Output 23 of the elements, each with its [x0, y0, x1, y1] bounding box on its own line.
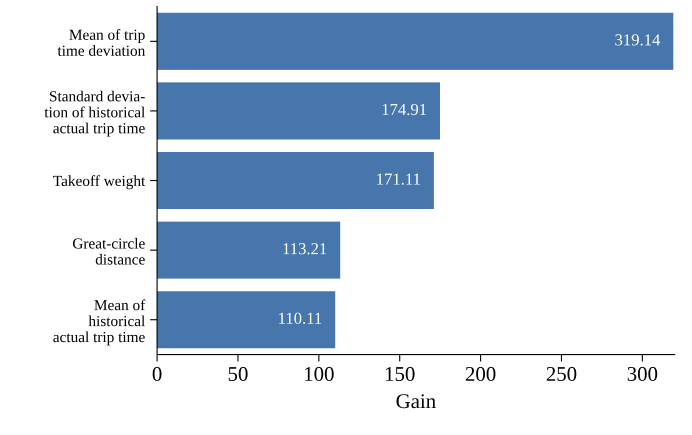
y-tick-label: Mean of historical actual trip time: [53, 299, 146, 346]
x-tick-label: 50: [228, 366, 248, 381]
data-label: 110.11: [279, 312, 322, 324]
bar: [157, 12, 674, 70]
x-tick-label: 0: [152, 366, 162, 381]
x-tick-label: 150: [386, 366, 415, 381]
y-tick-label: Mean of trip time deviation: [58, 29, 146, 56]
y-tick-label: Takeoff weight: [53, 175, 146, 190]
bar: [157, 291, 336, 348]
x-tick-label: 300: [628, 366, 658, 381]
y-tick-label: Great-circle distance: [72, 238, 145, 265]
data-label: 113.21: [284, 243, 326, 254]
bar: [157, 82, 440, 140]
x-tick-label: 200: [466, 366, 496, 381]
x-tick-label: 100: [305, 366, 334, 381]
y-tick-label: Standard devia- tion of historical actual trip time: [44, 90, 145, 137]
bar: [157, 152, 434, 210]
data-label: 171.11: [377, 174, 420, 185]
x-axis-title: Gain: [396, 394, 436, 408]
data-label: 319.14: [615, 34, 660, 46]
bar: [157, 222, 340, 279]
data-label: 174.91: [382, 104, 426, 116]
x-tick-label: 250: [546, 366, 576, 381]
